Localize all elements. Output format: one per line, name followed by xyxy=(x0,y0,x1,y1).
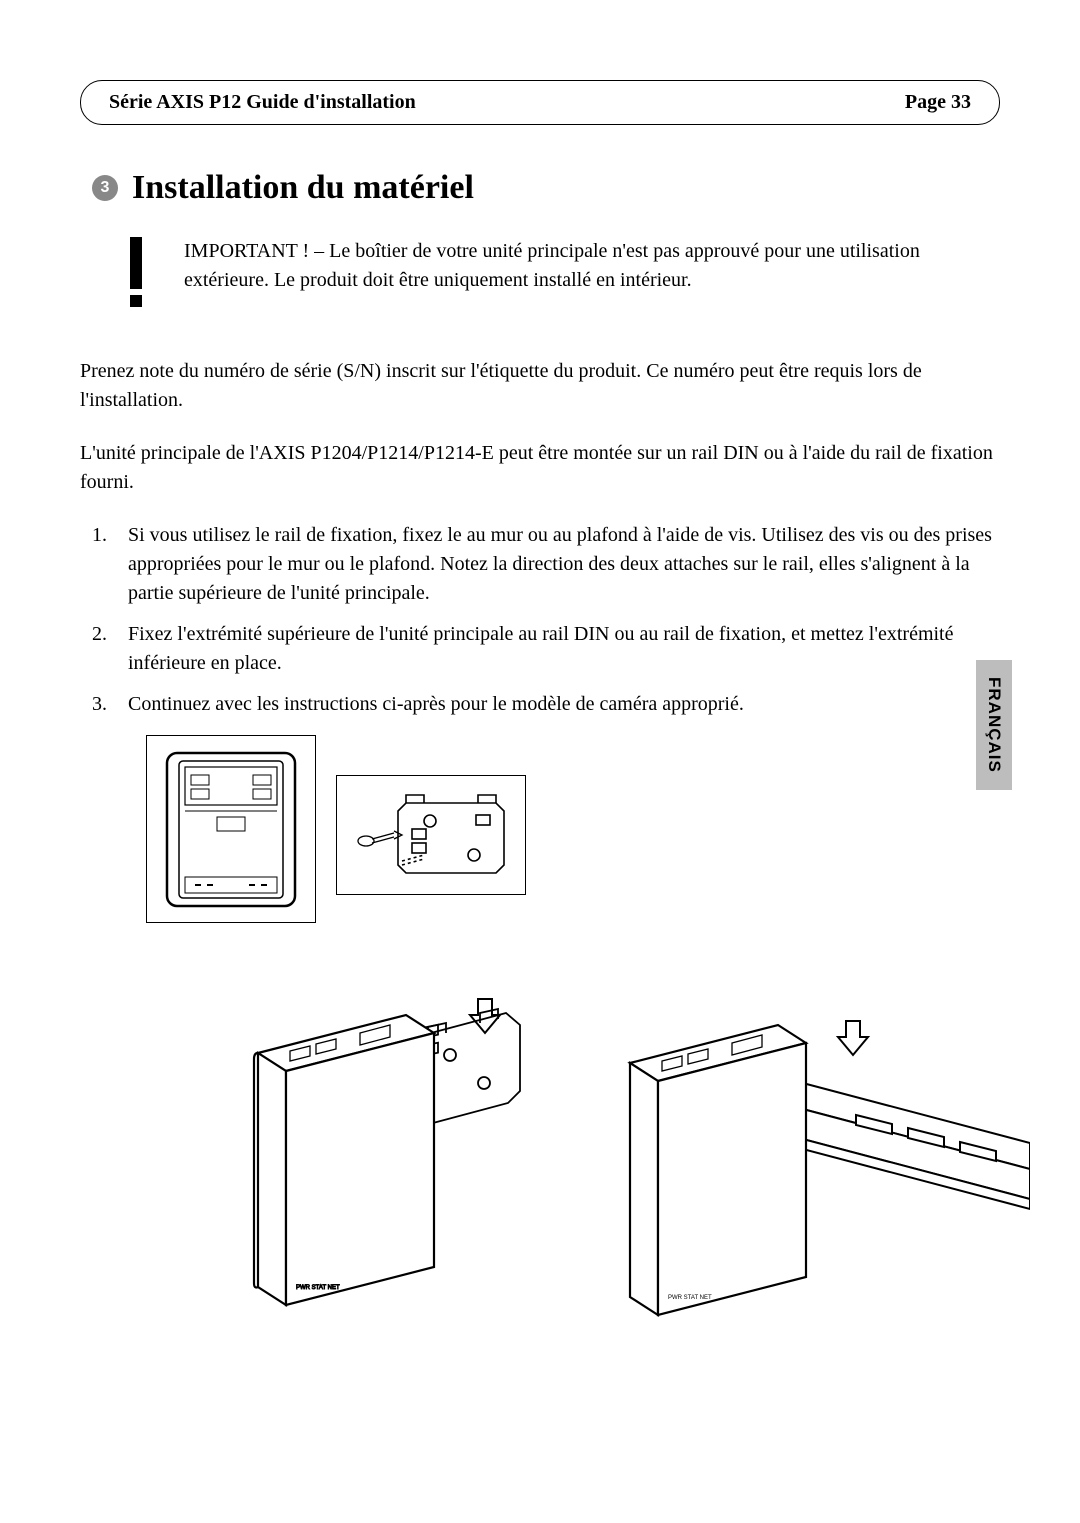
language-tab-label: FRANÇAIS xyxy=(984,677,1004,773)
list-item-number: 2. xyxy=(92,620,128,678)
important-block: IMPORTANT ! – Le boîtier de votre unité … xyxy=(116,237,1000,307)
svg-text:PWR STAT NET: PWR STAT NET xyxy=(296,1285,340,1291)
important-text: IMPORTANT ! – Le boîtier de votre unité … xyxy=(184,237,1000,295)
section-heading: 3 Installation du matériel xyxy=(92,169,1000,207)
step-number: 3 xyxy=(101,179,110,197)
list-item-number: 3. xyxy=(92,690,128,719)
section-title: Installation du matériel xyxy=(132,169,474,207)
instruction-list: 1. Si vous utilisez le rail de fixation,… xyxy=(92,521,1000,719)
step-number-badge: 3 xyxy=(92,175,118,201)
figure-main-unit-front xyxy=(146,735,316,923)
list-item: 2. Fixez l'extrémité supérieure de l'uni… xyxy=(92,620,1000,678)
figure-mount-on-din-rail: PWR STAT NET xyxy=(600,993,1030,1323)
list-item-text: Si vous utilisez le rail de fixation, fi… xyxy=(128,521,1000,608)
list-item-text: Fixez l'extrémité supérieure de l'unité … xyxy=(128,620,1000,678)
figures-row-1 xyxy=(146,735,1000,923)
paragraph-serial-note: Prenez note du numéro de série (S/N) ins… xyxy=(80,357,1000,415)
svg-text:PWR STAT NET: PWR STAT NET xyxy=(668,1295,712,1301)
list-item: 1. Si vous utilisez le rail de fixation,… xyxy=(92,521,1000,608)
list-item-text: Continuez avec les instructions ci-après… xyxy=(128,690,1000,719)
header-bar: Série AXIS P12 Guide d'installation Page… xyxy=(80,80,1000,125)
figure-mount-on-bracket: PWR STAT NET xyxy=(220,993,540,1323)
list-item: 3. Continuez avec les instructions ci-ap… xyxy=(92,690,1000,719)
paragraph-mounting-intro: L'unité principale de l'AXIS P1204/P1214… xyxy=(80,439,1000,497)
header-page-number: Page 33 xyxy=(905,91,971,114)
exclamation-icon xyxy=(116,237,156,307)
figure-mounting-rail xyxy=(336,775,526,895)
header-left: Série AXIS P12 Guide d'installation xyxy=(109,91,416,114)
figures-row-2: PWR STAT NET xyxy=(220,993,1000,1323)
language-tab: FRANÇAIS xyxy=(976,660,1012,790)
list-item-number: 1. xyxy=(92,521,128,608)
page: Série AXIS P12 Guide d'installation Page… xyxy=(0,0,1080,1523)
